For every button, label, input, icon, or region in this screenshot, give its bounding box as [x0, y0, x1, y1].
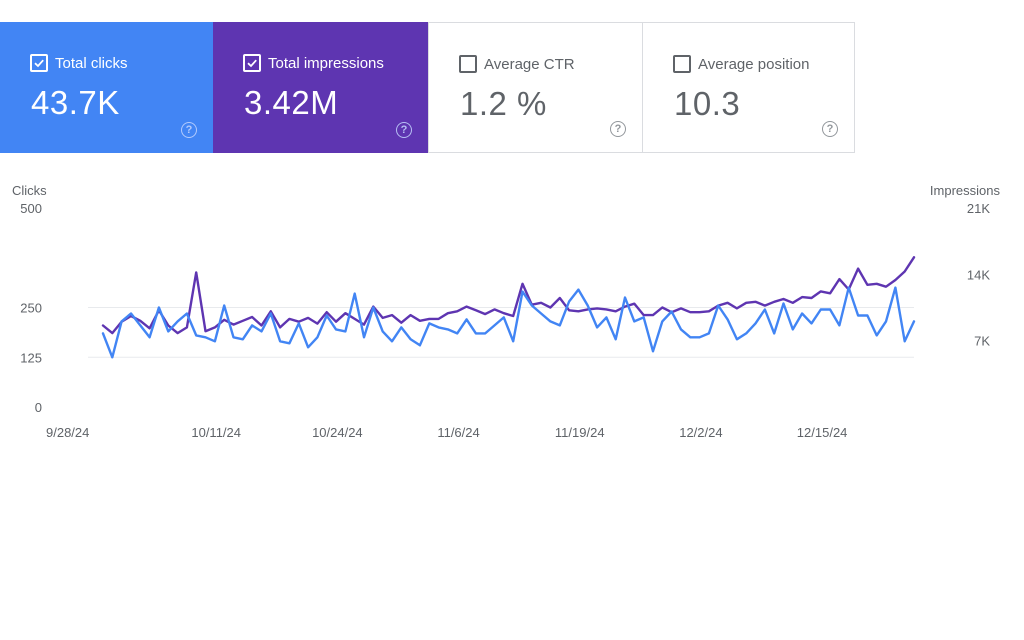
- x-axis-ticks: 9/28/24 10/11/24 10/24/24 11/6/24 11/19/24 12…: [46, 425, 847, 440]
- card-header: Total clicks: [30, 54, 128, 72]
- total-impressions-card[interactable]: Total impressions 3.42M ?: [213, 22, 428, 153]
- left-tick-label: 0: [35, 400, 42, 415]
- impressions-series-line: [101, 256, 916, 335]
- card-value: 43.7K: [31, 84, 120, 121]
- card-label: Average CTR: [484, 55, 575, 73]
- x-tick-label: 12/15/24: [797, 425, 848, 440]
- x-tick-label: 12/2/24: [679, 425, 722, 440]
- card-value: 10.3: [674, 85, 741, 122]
- card-header: Total impressions: [243, 54, 384, 72]
- left-axis-label: Clicks: [12, 183, 47, 198]
- card-value: 1.2 %: [460, 85, 547, 122]
- help-icon[interactable]: ?: [822, 121, 838, 137]
- x-tick-label: 11/6/24: [437, 425, 479, 440]
- checkbox-unchecked-icon[interactable]: [459, 55, 477, 73]
- checkbox-unchecked-icon[interactable]: [673, 55, 691, 73]
- metric-cards: Total clicks 43.7K ? Total impressions 3…: [0, 22, 855, 153]
- card-header: Average position: [673, 55, 809, 73]
- checkbox-checked-icon[interactable]: [243, 54, 261, 72]
- x-tick-label: 10/11/24: [191, 425, 241, 440]
- series-lines: [101, 256, 916, 359]
- average-ctr-card[interactable]: Average CTR 1.2 % ?: [428, 22, 642, 153]
- left-tick-label: 500: [20, 201, 42, 216]
- help-icon[interactable]: ?: [181, 122, 197, 138]
- card-label: Total clicks: [55, 54, 128, 72]
- right-axis-label: Impressions: [930, 183, 1001, 198]
- right-axis-ticks: 21K 14K 7K: [967, 201, 990, 349]
- x-tick-label: 10/24/24: [312, 425, 363, 440]
- right-tick-label: 7K: [974, 334, 990, 349]
- x-tick-label: 9/28/24: [46, 425, 89, 440]
- total-clicks-card[interactable]: Total clicks 43.7K ?: [0, 22, 213, 153]
- card-header: Average CTR: [459, 55, 575, 73]
- clicks-series-line: [101, 286, 916, 359]
- chart-grid: [88, 307, 914, 358]
- help-icon[interactable]: ?: [396, 122, 412, 138]
- performance-chart: Clicks Impressions 500 250 125 0 21K 14K 7K 9…: [12, 183, 1001, 440]
- right-tick-label: 14K: [967, 267, 990, 282]
- card-label: Average position: [698, 55, 810, 73]
- average-position-card[interactable]: Average position 10.3 ?: [642, 22, 855, 153]
- help-icon[interactable]: ?: [610, 121, 626, 137]
- right-tick-label: 21K: [967, 201, 990, 216]
- left-tick-label: 125: [20, 350, 42, 365]
- left-axis-ticks: 500 250 125 0: [20, 201, 42, 415]
- x-tick-label: 11/19/24: [555, 425, 605, 440]
- left-tick-label: 250: [20, 301, 42, 316]
- card-label: Total impressions: [268, 54, 384, 72]
- checkbox-checked-icon[interactable]: [30, 54, 48, 72]
- card-value: 3.42M: [244, 84, 339, 121]
